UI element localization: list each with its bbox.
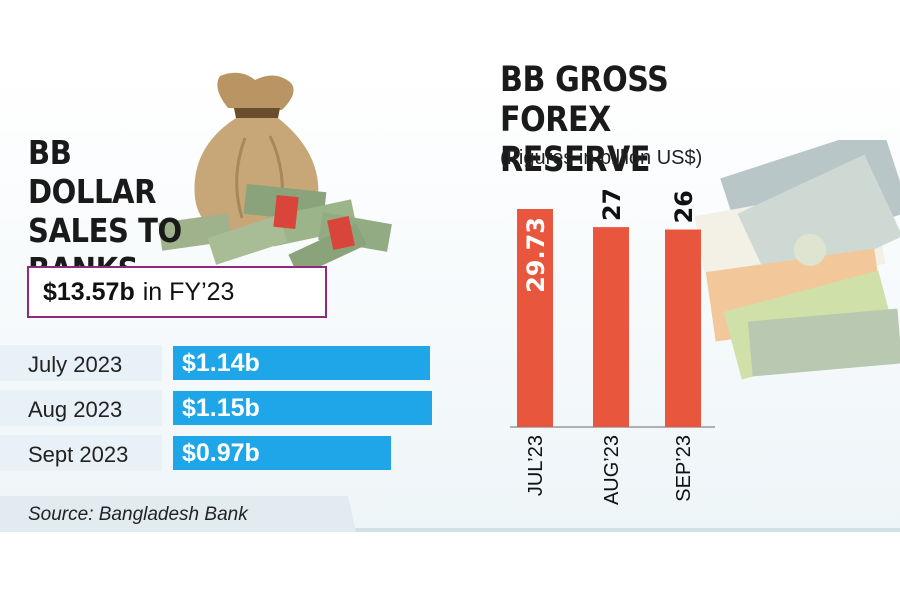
hbar-sept-2023	[173, 436, 392, 470]
hbar-label-bg	[0, 390, 162, 426]
vbar-value-label: 29.73	[522, 217, 550, 293]
source-strip	[0, 496, 356, 532]
fy23-total-suffix: in FY’23	[142, 277, 235, 306]
vbar-value-label: 26.93	[670, 190, 698, 224]
fy23-total-box: $13.57b in FY’23	[27, 266, 327, 318]
hbar-value-label: $1.14b	[182, 349, 260, 377]
money-bag-icon	[158, 72, 392, 268]
hbar-row: Sept 2023 $0.97b	[0, 435, 430, 471]
hbar-label-bg	[0, 345, 162, 381]
hbar-label-bg	[0, 435, 162, 471]
hbar-row: July 2023 $1.14b	[0, 345, 430, 381]
bottom-divider	[0, 528, 900, 532]
source-note: Source: Bangladesh Bank	[28, 504, 248, 525]
hbar-row: Aug 2023 $1.15b	[0, 390, 432, 426]
hbar-july-2023	[173, 346, 430, 380]
right-chart-title: BB GROSS FOREX RESERVE	[500, 60, 669, 180]
vbar-value-label: 27.26	[598, 190, 626, 221]
hbar-value-label: $1.15b	[182, 394, 260, 422]
vbar-1	[593, 227, 629, 427]
vbar-2	[665, 229, 701, 427]
vbar-category-label: JUL’23	[525, 435, 547, 496]
hbar-category-label: Sept 2023	[28, 442, 129, 467]
hbar-category-label: July 2023	[28, 352, 123, 377]
hbar-category-label: Aug 2023	[28, 397, 123, 422]
right-chart-subtitle: (Figures in billion US$)	[500, 147, 703, 169]
hbar-aug-2023	[173, 391, 432, 425]
forex-reserve-chart: 29.73 JUL’23 27.26 AUG’23 26.93 SEP’23	[510, 190, 715, 505]
banknotes-icon	[694, 140, 900, 380]
fy23-total-value: $13.57b	[43, 277, 135, 306]
vbar-category-label: SEP’23	[673, 435, 695, 502]
hbar-value-label: $0.97b	[182, 439, 260, 467]
vbar-0	[517, 209, 553, 427]
vbar-category-label: AUG’23	[601, 435, 623, 505]
